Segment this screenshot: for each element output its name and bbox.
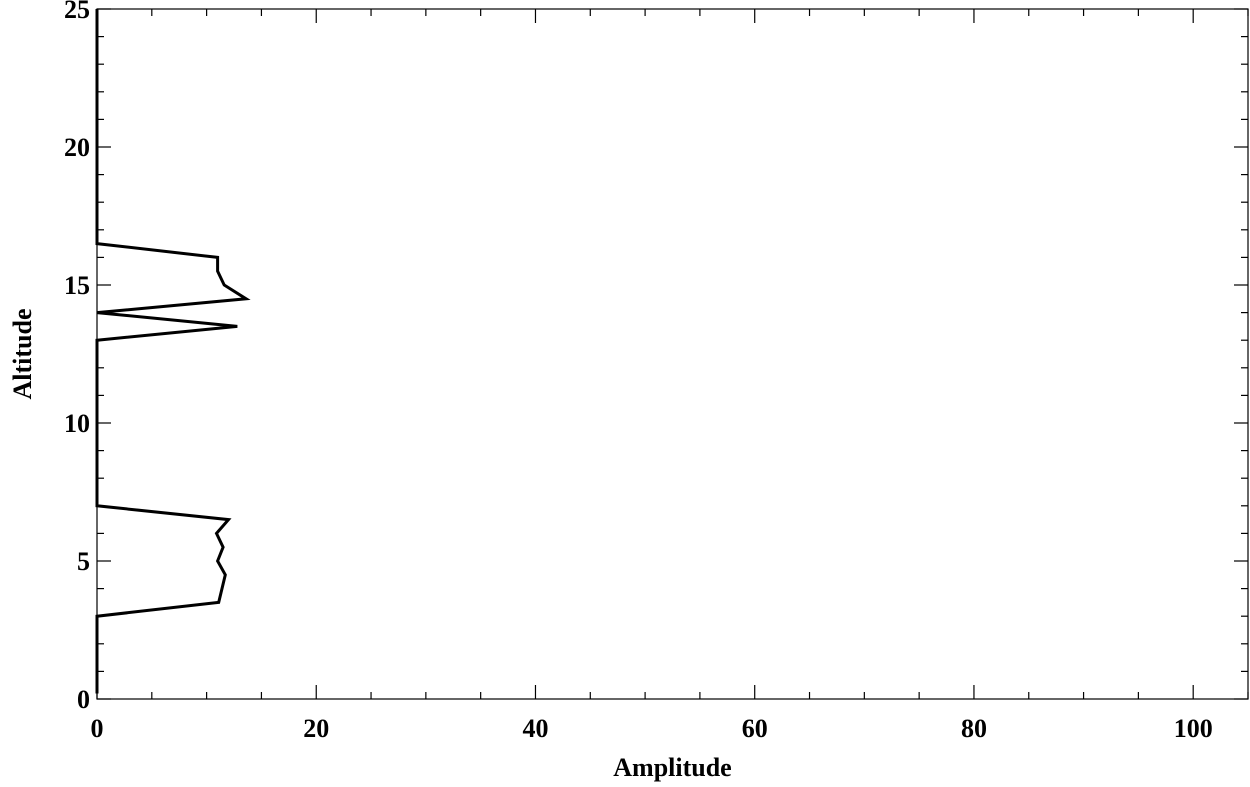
x-major-ticks bbox=[96, 9, 1194, 699]
y-tick-label: 5 bbox=[77, 547, 90, 576]
x-tick-label: 0 bbox=[91, 714, 104, 743]
series-group bbox=[95, 9, 251, 694]
y-axis-title: Altitude bbox=[8, 309, 37, 400]
y-tick-label: 15 bbox=[64, 271, 90, 300]
x-axis-title: Amplitude bbox=[613, 753, 731, 782]
x-tick-labels: 0 20 40 60 80 100 bbox=[91, 714, 1213, 743]
x-minor-ticks bbox=[151, 9, 1249, 699]
y-tick-labels: 0 5 10 15 20 25 bbox=[64, 0, 90, 714]
y-tick-label: 10 bbox=[64, 409, 90, 438]
plot-frame bbox=[96, 8, 1249, 700]
y-tick-label: 0 bbox=[77, 685, 90, 714]
y-tick-label: 20 bbox=[64, 133, 90, 162]
x-tick-label: 80 bbox=[961, 714, 987, 743]
x-tick-label: 40 bbox=[522, 714, 548, 743]
series-line bbox=[95, 9, 251, 694]
y-minor-ticks bbox=[97, 35, 1248, 673]
x-tick-label: 20 bbox=[303, 714, 329, 743]
x-tick-label: 60 bbox=[742, 714, 768, 743]
y-major-ticks bbox=[97, 8, 1248, 700]
y-tick-label: 25 bbox=[64, 0, 90, 24]
x-tick-label: 100 bbox=[1174, 714, 1213, 743]
